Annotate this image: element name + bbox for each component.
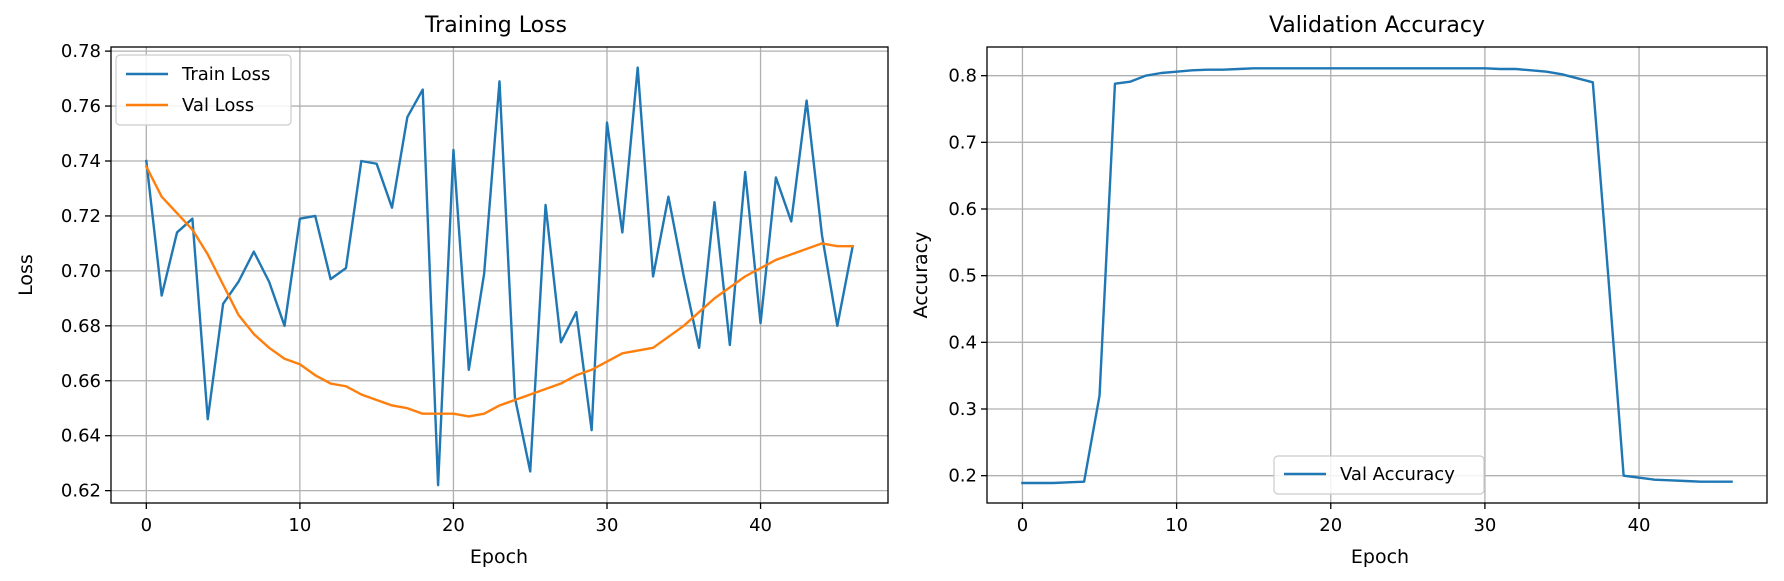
- y-tick-label: 0.2: [948, 466, 977, 487]
- legend-label-val-loss: Val Loss: [182, 95, 254, 116]
- x-axis-label: Epoch: [470, 546, 528, 568]
- x-tick-label: 20: [1319, 515, 1342, 536]
- plot-frame: [986, 46, 1768, 504]
- series-lines: [144, 66, 855, 487]
- y-tick-label: 0.76: [61, 96, 101, 117]
- legend: Val Accuracy: [1273, 455, 1485, 495]
- y-tick-label: 0.66: [61, 371, 101, 392]
- legend-box: [115, 54, 292, 126]
- chart-training-loss: Training Loss 0 10 20 30 40 0.62 0.64 0.66 0.68…: [15, 13, 889, 568]
- series-line-val-accuracy: [1021, 67, 1733, 485]
- legend-box: [1273, 455, 1485, 495]
- x-tick-label: 30: [1473, 515, 1496, 536]
- y-tick-label: 0.78: [61, 41, 101, 62]
- x-tick-label: 40: [749, 515, 772, 536]
- series-lines: [1021, 67, 1733, 485]
- y-tick-label: 0.68: [61, 316, 101, 337]
- y-tick-label: 0.6: [948, 199, 977, 220]
- series-line-train-loss: [144, 66, 855, 487]
- chart-title: Training Loss: [424, 13, 567, 38]
- x-ticks: 0 10 20 30 40: [1017, 503, 1651, 536]
- y-ticks: 0.2 0.3 0.4 0.5 0.6 0.7 0.8: [948, 66, 987, 487]
- chart-validation-accuracy: Validation Accuracy 0 10 20 30 40 0.20.30.40…: [910, 13, 1768, 568]
- x-tick-label: 10: [288, 515, 311, 536]
- y-tick-label: 0.64: [61, 426, 101, 447]
- x-axis-label: Epoch: [1351, 546, 1409, 568]
- x-tick-label: 10: [1165, 515, 1188, 536]
- x-tick-label: 40: [1628, 515, 1651, 536]
- y-tick-label: 0.5: [948, 266, 977, 287]
- legend: Train Loss Val Loss: [115, 54, 292, 126]
- y-axis-label: Accuracy: [910, 232, 932, 319]
- y-tick-label: 0.74: [61, 151, 101, 172]
- y-axis-label: Loss: [15, 254, 37, 296]
- x-tick-label: 0: [1017, 515, 1028, 536]
- x-ticks: 0 10 20 30 40: [141, 503, 772, 536]
- x-tick-label: 30: [596, 515, 619, 536]
- y-tick-label: 0.70: [61, 261, 101, 282]
- y-tick-label: 0.3: [948, 399, 977, 420]
- y-tick-label: 0.8: [948, 66, 977, 87]
- y-ticks: 0.62 0.64 0.66 0.68 0.70 0.72 0.74 0.76 0.78: [61, 41, 111, 502]
- plot-frame: [110, 46, 889, 504]
- grid-lines: [987, 47, 1767, 503]
- legend-label-train-loss: Train Loss: [181, 64, 270, 85]
- chart-title: Validation Accuracy: [1269, 13, 1485, 38]
- y-tick-label: 0.72: [61, 206, 101, 227]
- grid-lines: [111, 47, 888, 503]
- legend-label-val-accuracy: Val Accuracy: [1340, 464, 1455, 485]
- y-tick-label: 0.7: [948, 132, 977, 153]
- y-tick-label: 0.4: [948, 332, 977, 353]
- x-tick-label: 0: [141, 515, 152, 536]
- y-tick-label: 0.62: [61, 481, 101, 502]
- series-line-val-loss: [144, 164, 854, 418]
- x-tick-label: 20: [442, 515, 465, 536]
